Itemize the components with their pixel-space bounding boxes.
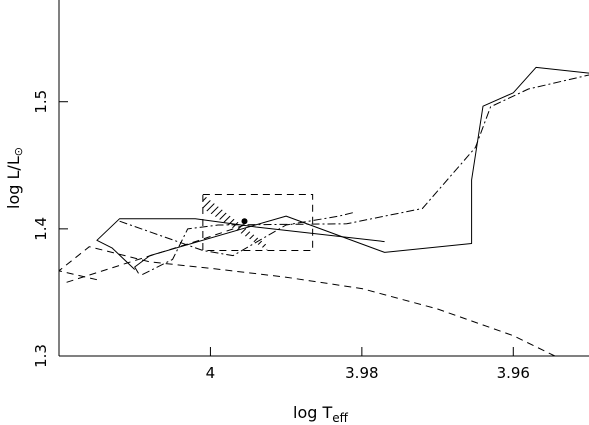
star-marker bbox=[241, 218, 248, 225]
overlay-layer bbox=[202, 194, 314, 251]
y-tick-label: 1.4 bbox=[32, 217, 50, 241]
track-line-4 bbox=[66, 223, 249, 283]
track-line-3 bbox=[59, 246, 556, 356]
y-tick-label: 1.3 bbox=[32, 344, 50, 368]
track-line-5 bbox=[142, 74, 589, 276]
plot-frame bbox=[58, 0, 589, 357]
series-layer bbox=[59, 66, 589, 356]
y-tick-label: 1.5 bbox=[32, 90, 50, 114]
track-line-2 bbox=[96, 218, 385, 270]
x-tick-label: 4 bbox=[206, 364, 216, 382]
axis-ticks bbox=[59, 101, 514, 357]
hatched-band bbox=[202, 194, 268, 251]
tick-labels: 4 3.98 3.96 1.3 1.4 1.5 bbox=[32, 90, 530, 382]
x-tick-label: 3.98 bbox=[345, 364, 378, 382]
x-tick-label: 3.96 bbox=[497, 364, 530, 382]
y-axis-label: log L/L⊙ bbox=[4, 147, 25, 209]
x-axis-label-main: log T bbox=[293, 403, 332, 422]
y-axis-label-sun: ⊙ bbox=[12, 147, 25, 156]
track-line-1 bbox=[134, 66, 589, 274]
plot-area bbox=[59, 66, 589, 356]
y-axis-label-main: log L/L bbox=[4, 156, 23, 209]
error-box bbox=[202, 194, 314, 251]
x-axis-label-sub: eff bbox=[332, 411, 348, 425]
x-axis-label: log Teff bbox=[293, 403, 349, 425]
